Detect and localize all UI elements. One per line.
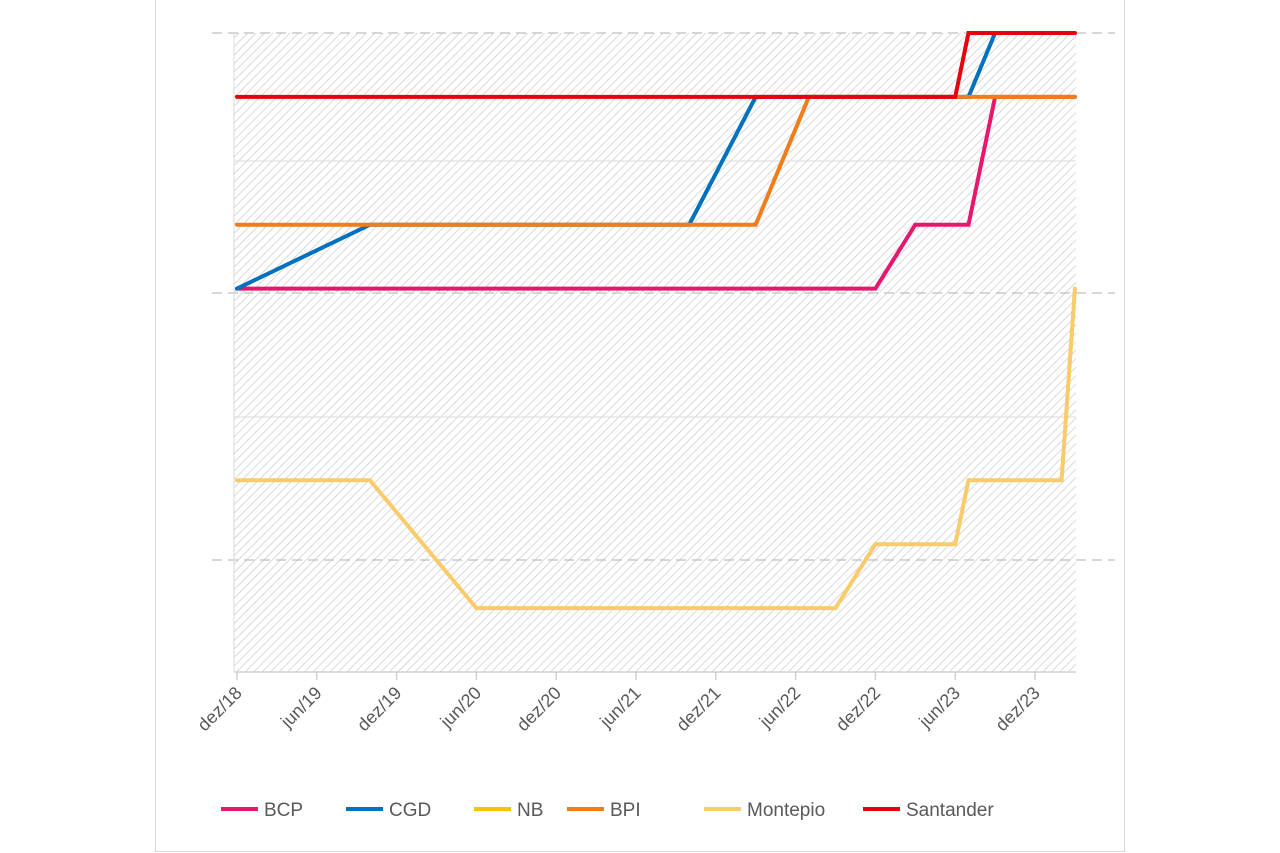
x-tick-label: dez/20 (513, 683, 565, 735)
legend-label-montepio: Montepio (747, 800, 825, 821)
x-tick-label: jun/23 (914, 683, 964, 733)
legend-label-cgd: CGD (389, 800, 431, 821)
legend-label-bcp: BCP (264, 800, 303, 821)
x-tick-label: jun/22 (755, 683, 805, 733)
legend-label-santander: Santander (906, 800, 994, 821)
x-tick-label: jun/21 (595, 683, 645, 733)
legend-label-nb: NB (517, 800, 543, 821)
x-tick-label: dez/23 (991, 683, 1043, 735)
x-tick-label: dez/19 (353, 683, 405, 735)
legend-label-bpi: BPI (610, 800, 641, 821)
x-tick-label: dez/22 (832, 683, 884, 735)
x-tick-label: dez/18 (193, 683, 245, 735)
x-tick-label: dez/21 (672, 683, 724, 735)
x-tick-label: jun/19 (276, 683, 326, 733)
plot-area-hatch (234, 33, 1076, 672)
series-line-montepio (235, 286, 1077, 611)
x-tick-label: jun/20 (436, 683, 486, 733)
chart-frame (155, 0, 1125, 852)
series-line-santander (235, 31, 1077, 99)
